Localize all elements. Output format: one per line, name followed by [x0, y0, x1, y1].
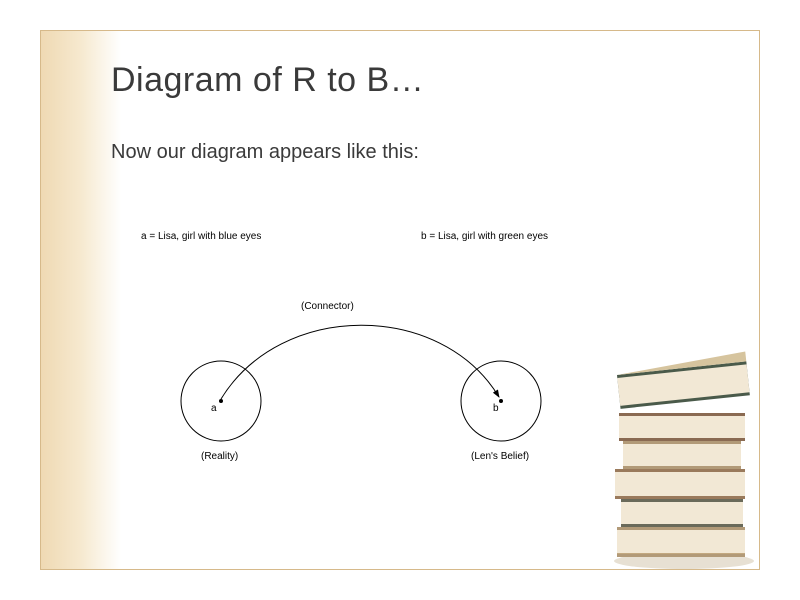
- node-a-dot: [219, 399, 223, 403]
- rb-diagram: a = Lisa, girl with blue eyes b = Lisa, …: [101, 231, 621, 491]
- node-b-label: b: [493, 403, 499, 414]
- node-a-label: a: [211, 403, 217, 414]
- book-stack-icon: [599, 329, 759, 569]
- diagram-svg: a (Reality) b (Len's Belief): [101, 231, 621, 491]
- slide-frame: Diagram of R to B… Now our diagram appea…: [40, 30, 760, 570]
- node-b-below: (Len's Belief): [471, 451, 529, 462]
- node-b-dot: [499, 399, 503, 403]
- slide-subtitle: Now our diagram appears like this:: [111, 141, 419, 164]
- slide-title: Diagram of R to B…: [111, 61, 424, 100]
- edge-connector: [221, 325, 499, 399]
- node-a-below: (Reality): [201, 451, 238, 462]
